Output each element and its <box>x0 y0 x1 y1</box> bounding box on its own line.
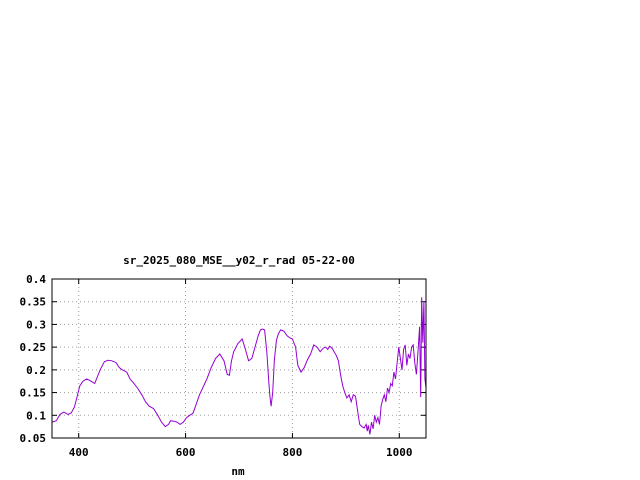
x-tick-label: 800 <box>282 446 302 459</box>
chart-title: sr_2025_080_MSE__y02_r_rad 05-22-00 <box>123 254 355 267</box>
x-tick-label: 1000 <box>386 446 413 459</box>
x-tick-label: 600 <box>176 446 196 459</box>
x-axis-label: nm <box>231 465 245 478</box>
y-tick-label: 0.4 <box>26 273 46 286</box>
plot-frame <box>51 278 427 439</box>
series-layer <box>51 297 427 435</box>
y-tick-label: 0.15 <box>20 387 47 400</box>
grid-lines <box>52 279 426 438</box>
y-tick-label: 0.05 <box>20 432 47 445</box>
series-line <box>51 297 427 435</box>
y-tick-label: 0.1 <box>26 409 46 422</box>
y-tick-label: 0.25 <box>20 341 47 354</box>
axis-ticks <box>52 278 426 439</box>
x-tick-label: 400 <box>69 446 89 459</box>
y-tick-label: 0.3 <box>26 318 46 331</box>
y-tick-label: 0.2 <box>26 364 46 377</box>
y-tick-label: 0.35 <box>20 296 47 309</box>
tick-labels: 400 600 800 1000 0.05 0.1 0.15 0.2 0.25 0.3 0.35 0.… <box>20 273 413 459</box>
